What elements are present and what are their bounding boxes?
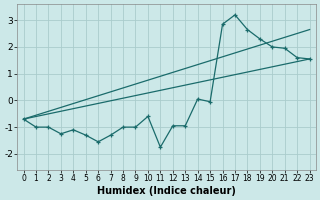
X-axis label: Humidex (Indice chaleur): Humidex (Indice chaleur) <box>97 186 236 196</box>
